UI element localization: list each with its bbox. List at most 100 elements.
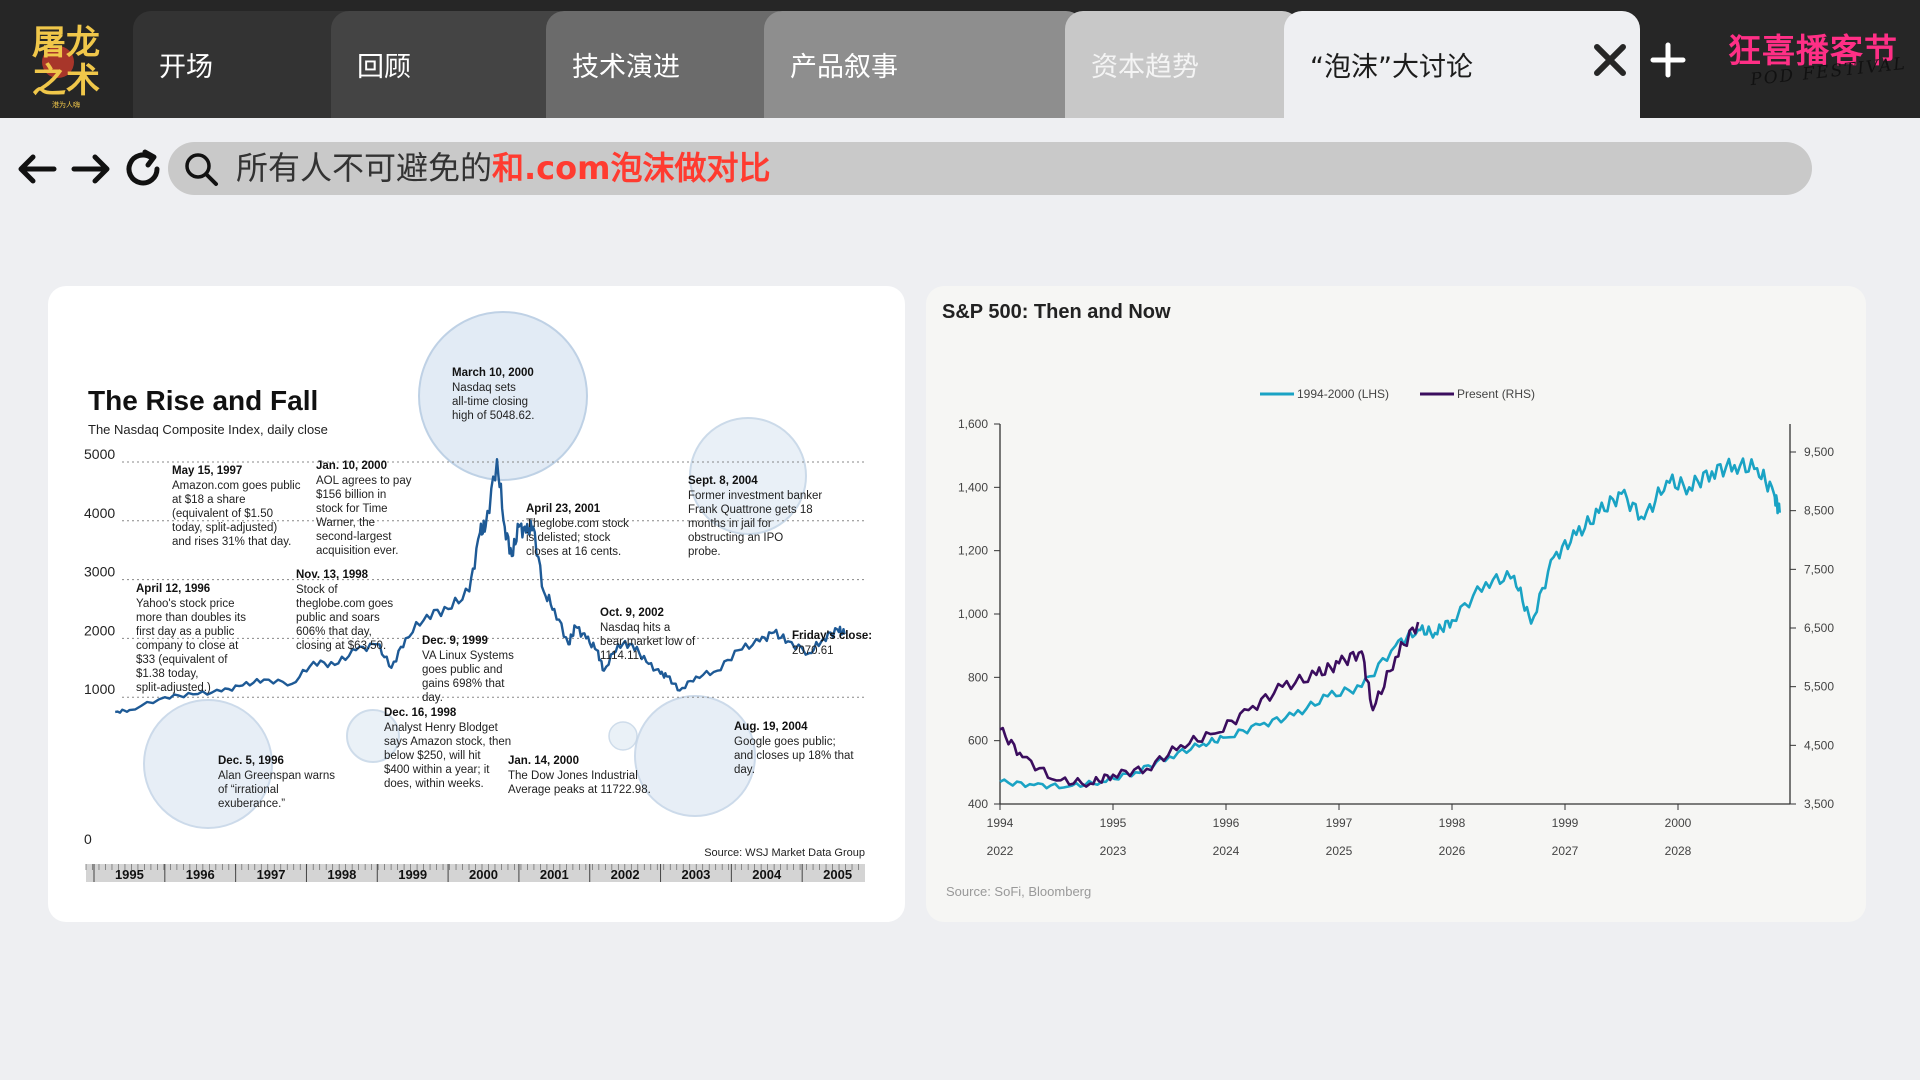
series-line-present [999, 621, 1420, 788]
sp500-chart-card: S&P 500: Then and Now 1994-2000 (LHS) Pr… [926, 286, 1866, 922]
address-bar[interactable]: 所有人不可避免的和.com泡沫做对比 [168, 142, 1812, 195]
chart-subtitle: The Nasdaq Composite Index, daily close [88, 422, 328, 437]
right-tick-label: 3,500 [1804, 797, 1834, 811]
tab-bubble-discussion[interactable]: “泡沫”大讨论 [1284, 11, 1640, 118]
chart-annotation: Jan. 10, 2000 AOL agrees to pay $156 billi… [316, 460, 412, 557]
left-tick-label: 400 [968, 797, 988, 811]
arrow-right-icon[interactable] [68, 146, 114, 192]
x-tick-label: 2003 [681, 867, 710, 882]
annotation-date: Friday's close: [792, 630, 872, 642]
brand-text: 狂喜播客节 [1728, 31, 1898, 70]
chart-source: Source: SoFi, Bloomberg [946, 884, 1091, 899]
chart-annotation: Aug. 19, 2004 Google goes public; and clos… [734, 721, 854, 776]
annotation-text: VA Linux Systems goes public and gains 698… [422, 650, 514, 704]
chart-annotation: Dec. 16, 1998 Analyst Henry Blodget says A… [384, 707, 511, 790]
tab-tech-evolution[interactable]: 技术演进 [546, 11, 796, 118]
chart-annotation: May 15, 1997 Amazon.com goes public at $18… [172, 465, 301, 548]
query-plain: 所有人不可避免的 [236, 149, 493, 187]
x-tick-label: 2005 [823, 867, 852, 882]
chart-annotation: April 23, 2001 Theglobe.com stock is delis… [526, 503, 629, 558]
logo-caption: 港为人嗨 [52, 100, 80, 109]
right-tick-label: 7,500 [1804, 562, 1834, 576]
tab-label: 开场 [159, 52, 213, 83]
tab-label: “泡沫”大讨论 [1310, 52, 1473, 83]
annotation-text: Amazon.com goes public at $18 a share (equ… [172, 480, 301, 548]
y-tick-label: 5000 [84, 446, 115, 462]
x-tick-label-then: 1997 [1326, 816, 1353, 830]
chart-annotation: Jan. 14, 2000 The Dow Jones Industrial Ave… [508, 755, 651, 796]
annotation-text: Nasdaq hits a bear-market low of 1114.11. [600, 622, 696, 662]
annotation-date: April 12, 1996 [136, 583, 210, 595]
annotation-text: The Dow Jones Industrial Average peaks at… [508, 770, 651, 796]
y-tick-label: 0 [84, 831, 92, 847]
annotation-text: Theglobe.com stock is delisted; stock clos… [526, 518, 629, 558]
tab-product-narrative[interactable]: 产品叙事 [764, 11, 1084, 118]
right-tick-label: 6,500 [1804, 621, 1834, 635]
chart-legend: 1994-2000 (LHS) Present (RHS) [1260, 387, 1535, 401]
right-tick-label: 4,500 [1804, 738, 1834, 752]
chart-annotation: Dec. 5, 1996 Alan Greenspan warns of “irra… [218, 755, 335, 810]
x-tick-label-present: 2028 [1665, 844, 1692, 858]
tab-label: 产品叙事 [790, 52, 898, 83]
logo-text-top: 屠龙 [32, 23, 100, 63]
chart-source: Source: WSJ Market Data Group [704, 847, 865, 859]
x-tick-label-then: 1998 [1439, 816, 1466, 830]
annotation-text: AOL agrees to pay $156 billion in stock fo… [316, 475, 412, 557]
annotation-text: 2070.61 [792, 645, 834, 657]
x-tick-label: 2001 [540, 867, 569, 882]
annotation-date: Oct. 9, 2002 [600, 607, 664, 619]
left-tick-label: 1,400 [958, 480, 988, 494]
chart-annotation: Sept. 8, 2004 Former investment banker Fra… [688, 475, 822, 558]
chart-title: S&P 500: Then and Now [942, 301, 1171, 323]
x-tick-label-then: 1996 [1213, 816, 1240, 830]
tab-label: 技术演进 [572, 52, 680, 83]
left-tick-label: 1,000 [958, 607, 988, 621]
chart-annotation: Nov. 13, 1998 Stock of theglobe.com goes pu… [296, 569, 393, 652]
left-tick-label: 1,200 [958, 544, 988, 558]
annotation-text: Former investment banker Frank Quattrone … [688, 490, 822, 558]
chart-annotation: April 12, 1996 Yahoo's stock price more th… [136, 583, 246, 694]
arrow-left-icon[interactable] [14, 146, 60, 192]
annotation-date: Jan. 14, 2000 [508, 755, 579, 767]
x-tick-label-present: 2025 [1326, 844, 1353, 858]
annotation-date: April 23, 2001 [526, 503, 601, 515]
close-icon[interactable] [1586, 36, 1634, 84]
annotation-text: Analyst Henry Blodget says Amazon stock, … [384, 722, 511, 790]
x-tick-label-present: 2027 [1552, 844, 1579, 858]
refresh-icon[interactable] [120, 146, 166, 192]
x-tick-label: 1999 [398, 867, 427, 882]
tab-opening[interactable]: 开场 [133, 11, 365, 118]
left-tick-label: 1,600 [958, 417, 988, 431]
chart-annotation: Friday's close: 2070.61 [792, 630, 872, 657]
tab-label: 回顾 [357, 52, 411, 83]
x-tick-label: 2000 [469, 867, 498, 882]
y-tick-label: 4000 [84, 505, 115, 521]
tab-bar: 屠龙 之术 港为人嗨 开场 回顾 技术演进 产品叙事 资本趋势 “泡沫”大讨论 … [0, 0, 1920, 118]
tab-label: 资本趋势 [1091, 52, 1199, 83]
y-tick-label: 2000 [84, 622, 115, 638]
right-tick-label: 9,500 [1804, 445, 1834, 459]
x-tick-label-then: 1999 [1552, 816, 1579, 830]
x-tick-label-then: 1994 [987, 816, 1014, 830]
x-tick-label-present: 2023 [1100, 844, 1127, 858]
annotation-date: May 15, 1997 [172, 465, 242, 477]
query-highlight: 和.com泡沫做对比 [492, 149, 771, 187]
chart-annotation: Oct. 9, 2002 Nasdaq hits a bear-market low… [600, 607, 696, 662]
annotation-date: Dec. 16, 1998 [384, 707, 457, 719]
nasdaq-series-line [115, 458, 846, 714]
x-tick-label-then: 1995 [1100, 816, 1127, 830]
x-tick-label-present: 2022 [987, 844, 1014, 858]
annotation-text: Nasdaq sets all-time closing high of 5048.… [452, 382, 535, 422]
x-tick-label-present: 2024 [1213, 844, 1240, 858]
x-tick-label: 1995 [115, 867, 144, 882]
x-tick-label: 1998 [327, 867, 356, 882]
sp500-chart: S&P 500: Then and Now 1994-2000 (LHS) Pr… [942, 301, 1834, 899]
series-line-then [999, 457, 1781, 790]
nasdaq-chart-card: The Rise and Fall The Nasdaq Composite I… [48, 286, 905, 922]
search-query: 所有人不可避免的和.com泡沫做对比 [236, 147, 770, 189]
plus-icon[interactable] [1644, 36, 1692, 84]
x-tick-label: 2004 [752, 867, 782, 882]
tab-review[interactable]: 回顾 [331, 11, 576, 118]
tab-capital-trends[interactable]: 资本趋势 [1065, 11, 1300, 118]
annotation-date: Sept. 8, 2004 [688, 475, 758, 487]
